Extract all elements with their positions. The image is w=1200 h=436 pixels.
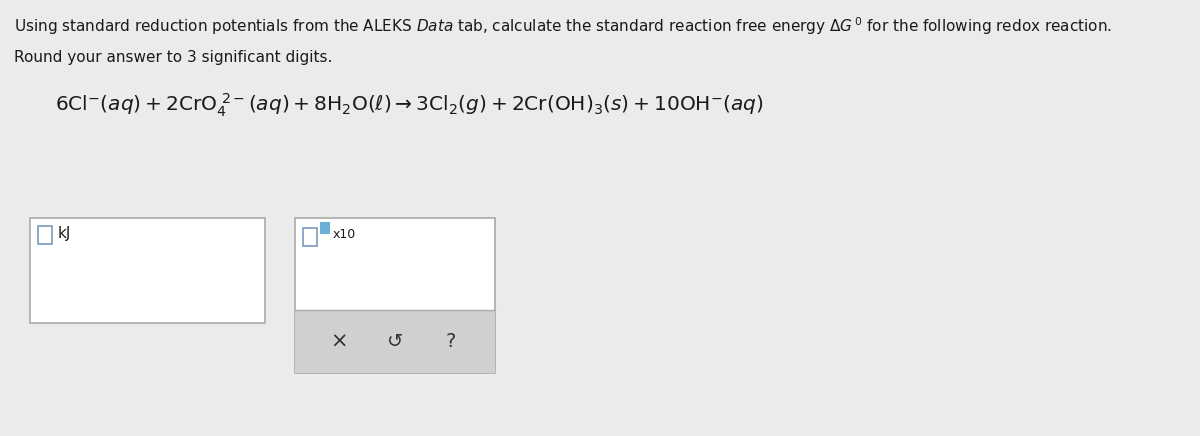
Text: Round your answer to 3 significant digits.: Round your answer to 3 significant digit…	[14, 50, 332, 65]
Bar	[295, 310, 496, 373]
Text: ?: ?	[446, 332, 456, 351]
Bar	[30, 218, 265, 323]
Bar	[295, 218, 496, 373]
Bar	[38, 226, 52, 244]
Bar	[320, 222, 330, 234]
Text: kJ: kJ	[58, 226, 71, 241]
Text: ×: ×	[330, 331, 348, 351]
Bar	[302, 228, 317, 246]
Text: x10: x10	[334, 228, 356, 241]
Text: ↺: ↺	[386, 332, 403, 351]
Text: $6\mathrm{Cl}^{-}(aq)+2\mathrm{CrO}_4^{\ 2-}(aq)+8\mathrm{H}_2\mathrm{O}(\ell)\r: $6\mathrm{Cl}^{-}(aq)+2\mathrm{CrO}_4^{\…	[55, 92, 763, 119]
Text: Using standard reduction potentials from the ALEKS $\it{Data}$ tab, calculate th: Using standard reduction potentials from…	[14, 15, 1112, 37]
